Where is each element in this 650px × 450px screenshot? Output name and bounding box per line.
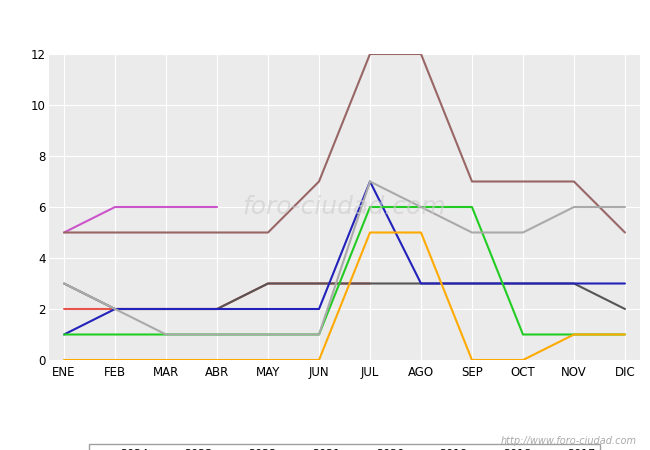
Legend: 2024, 2023, 2022, 2021, 2020, 2019, 2018, 2017: 2024, 2023, 2022, 2021, 2020, 2019, 2018… [89, 444, 600, 450]
Text: foro-ciudad.com: foro-ciudad.com [242, 195, 447, 219]
Text: Afiliados en Tejada a 30/9/2024: Afiliados en Tejada a 30/9/2024 [183, 14, 467, 33]
Text: http://www.foro-ciudad.com: http://www.foro-ciudad.com [501, 436, 637, 446]
